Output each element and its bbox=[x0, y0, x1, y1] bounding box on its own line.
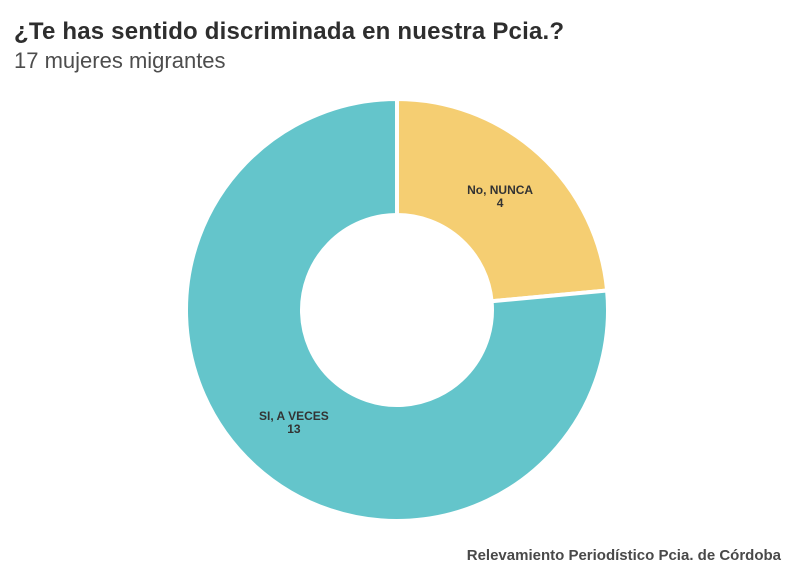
chart-title: ¿Te has sentido discriminada en nuestra … bbox=[14, 18, 565, 45]
chart-footer: Relevamiento Periodístico Pcia. de Córdo… bbox=[467, 547, 781, 564]
chart-subtitle: 17 mujeres migrantes bbox=[14, 48, 226, 74]
slice-label-1: No, NUNCA 4 bbox=[467, 183, 533, 210]
slice-label-2: SI, A VECES 13 bbox=[259, 409, 329, 436]
donut-slice-1[interactable] bbox=[395, 97, 610, 304]
donut-slice-2[interactable] bbox=[184, 97, 610, 523]
source-note: Relevamiento Periodístico Pcia. de Córdo… bbox=[466, 547, 781, 564]
chart-header: ¿Te has sentido discriminada en nuestra … bbox=[14, 18, 782, 74]
